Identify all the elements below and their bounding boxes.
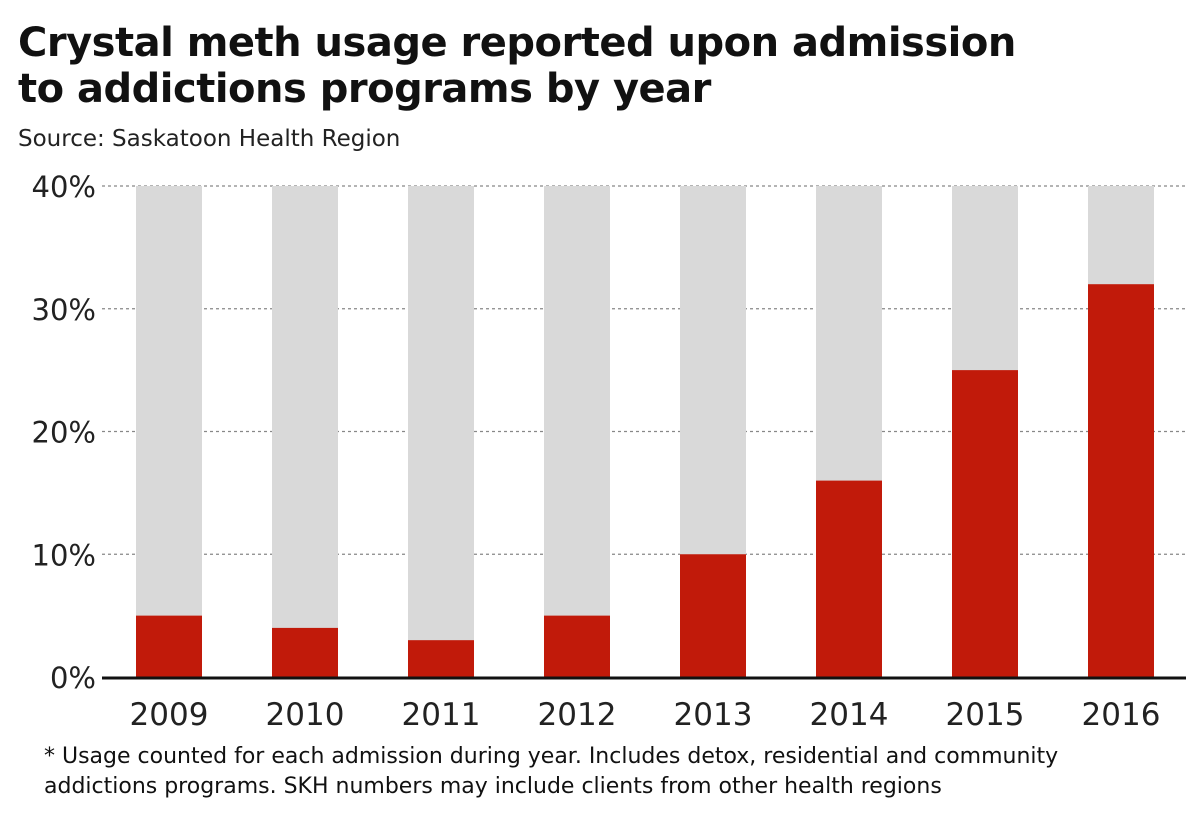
y-tick-label: 20% [32,416,96,450]
chart-title: Crystal meth usage reported upon admissi… [18,20,1178,112]
chart-title-line2: to addictions programs by year [18,66,711,112]
footnote-line1: * Usage counted for each admission durin… [44,744,1059,769]
y-axis-ticks: 0% 10% 20% 30% 40% [32,170,96,695]
bar-2011 [408,640,474,677]
data-bars [136,284,1154,677]
bar-2009 [136,615,202,677]
bar-2014 [816,480,882,677]
x-tick-label: 2012 [538,697,617,733]
background-bar [136,186,202,677]
chart-title-line1: Crystal meth usage reported upon admissi… [18,20,1016,66]
x-tick-label: 2010 [266,697,345,733]
bar-2012 [544,615,610,677]
bar-2013 [680,554,746,677]
x-tick-label: 2011 [402,697,481,733]
y-tick-label: 10% [32,538,96,572]
footnote: * Usage counted for each admission durin… [44,742,1194,802]
bar-2016 [1088,284,1154,677]
x-tick-label: 2009 [130,697,209,733]
bar-2010 [272,627,338,677]
y-tick-label: 30% [32,293,96,327]
footnote-line2: addictions programs. SKH numbers may inc… [44,774,942,799]
x-tick-label: 2014 [810,697,889,733]
background-bar [272,186,338,677]
y-tick-label: 40% [32,170,96,204]
x-tick-label: 2013 [674,697,753,733]
background-bar [408,186,474,677]
x-axis-ticks: 2009 2010 2011 2012 2013 2014 2015 2016 [130,697,1161,733]
background-bar [544,186,610,677]
x-tick-label: 2016 [1082,697,1161,733]
y-tick-label: 0% [50,661,96,695]
chart-source: Source: Saskatoon Health Region [18,126,401,152]
gridlines [102,185,1186,555]
x-tick-label: 2015 [946,697,1025,733]
bar-2015 [952,370,1018,677]
